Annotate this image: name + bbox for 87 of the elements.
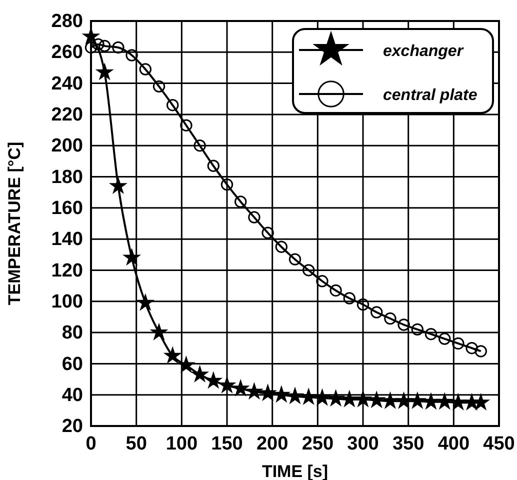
point <box>438 332 451 345</box>
point <box>436 394 452 409</box>
point <box>423 394 439 409</box>
x-tick-label: 300 <box>347 433 379 454</box>
y-tick-label: 180 <box>51 166 83 188</box>
point <box>356 298 370 311</box>
y-tick-label: 220 <box>51 104 83 126</box>
y-tick-label: 40 <box>62 384 83 406</box>
point <box>452 337 464 350</box>
y-tick-label: 100 <box>51 291 83 312</box>
y-axis-title: TEMPERATURE [°C] <box>5 142 24 306</box>
x-tick-label: 0 <box>86 433 96 454</box>
point <box>192 366 208 382</box>
y-tick-label: 120 <box>51 260 83 282</box>
x-tick-label: 350 <box>392 433 424 454</box>
point <box>288 253 302 266</box>
point <box>410 393 426 408</box>
point <box>246 384 262 398</box>
point <box>180 119 192 132</box>
point <box>151 324 167 340</box>
point <box>330 284 342 297</box>
point <box>206 372 222 388</box>
point <box>300 389 316 404</box>
point <box>316 275 328 288</box>
x-tick-label: 400 <box>438 433 470 454</box>
point <box>287 388 303 404</box>
point <box>207 160 220 172</box>
point <box>110 178 126 193</box>
point <box>84 41 98 54</box>
point <box>83 28 99 44</box>
point <box>194 140 206 152</box>
point <box>466 342 478 354</box>
x-tick-label: 450 <box>483 433 515 454</box>
point <box>166 99 179 112</box>
point <box>302 264 315 276</box>
point <box>220 178 234 191</box>
y-tick-label: 60 <box>62 354 83 375</box>
point <box>382 393 398 408</box>
y-tick-label: 240 <box>51 73 83 94</box>
x-tick-label: 50 <box>126 433 147 454</box>
x-tick-label: 100 <box>166 433 198 454</box>
point <box>424 328 438 340</box>
point <box>473 394 489 410</box>
y-tick-label: 200 <box>51 136 83 157</box>
y-tick-label: 140 <box>51 229 83 250</box>
point <box>474 345 487 358</box>
y-tick-label: 80 <box>62 322 83 344</box>
point <box>262 226 274 239</box>
point <box>164 348 180 363</box>
point <box>368 392 384 407</box>
point <box>124 250 140 264</box>
point <box>98 40 111 52</box>
point <box>328 390 344 406</box>
point <box>152 80 166 93</box>
point <box>219 377 235 392</box>
y-tick-label: 20 <box>62 416 83 438</box>
point <box>138 294 154 310</box>
point <box>370 306 383 318</box>
x-tick-label: 150 <box>211 433 243 454</box>
point <box>139 63 152 76</box>
point <box>274 386 290 402</box>
point <box>260 385 276 400</box>
point <box>314 390 330 405</box>
point <box>112 41 124 54</box>
point <box>411 323 424 336</box>
x-tick-label: 200 <box>256 433 288 454</box>
point <box>396 393 412 408</box>
x-tick-label: 250 <box>302 433 334 454</box>
point <box>342 391 358 406</box>
legend-label: exchanger <box>383 43 464 60</box>
point <box>92 38 104 50</box>
y-tick-label: 280 <box>51 11 83 32</box>
point <box>355 391 371 406</box>
point <box>234 196 247 208</box>
point <box>343 292 356 304</box>
point <box>232 380 248 396</box>
point <box>398 318 410 331</box>
point <box>384 312 396 325</box>
legend-label: central plate <box>383 87 478 104</box>
y-tick-label: 260 <box>51 42 83 64</box>
point <box>275 240 288 253</box>
point <box>96 64 112 80</box>
y-tick-label: 160 <box>51 198 83 220</box>
point <box>178 357 194 372</box>
point <box>126 49 138 62</box>
point <box>248 211 260 224</box>
point <box>450 394 466 410</box>
